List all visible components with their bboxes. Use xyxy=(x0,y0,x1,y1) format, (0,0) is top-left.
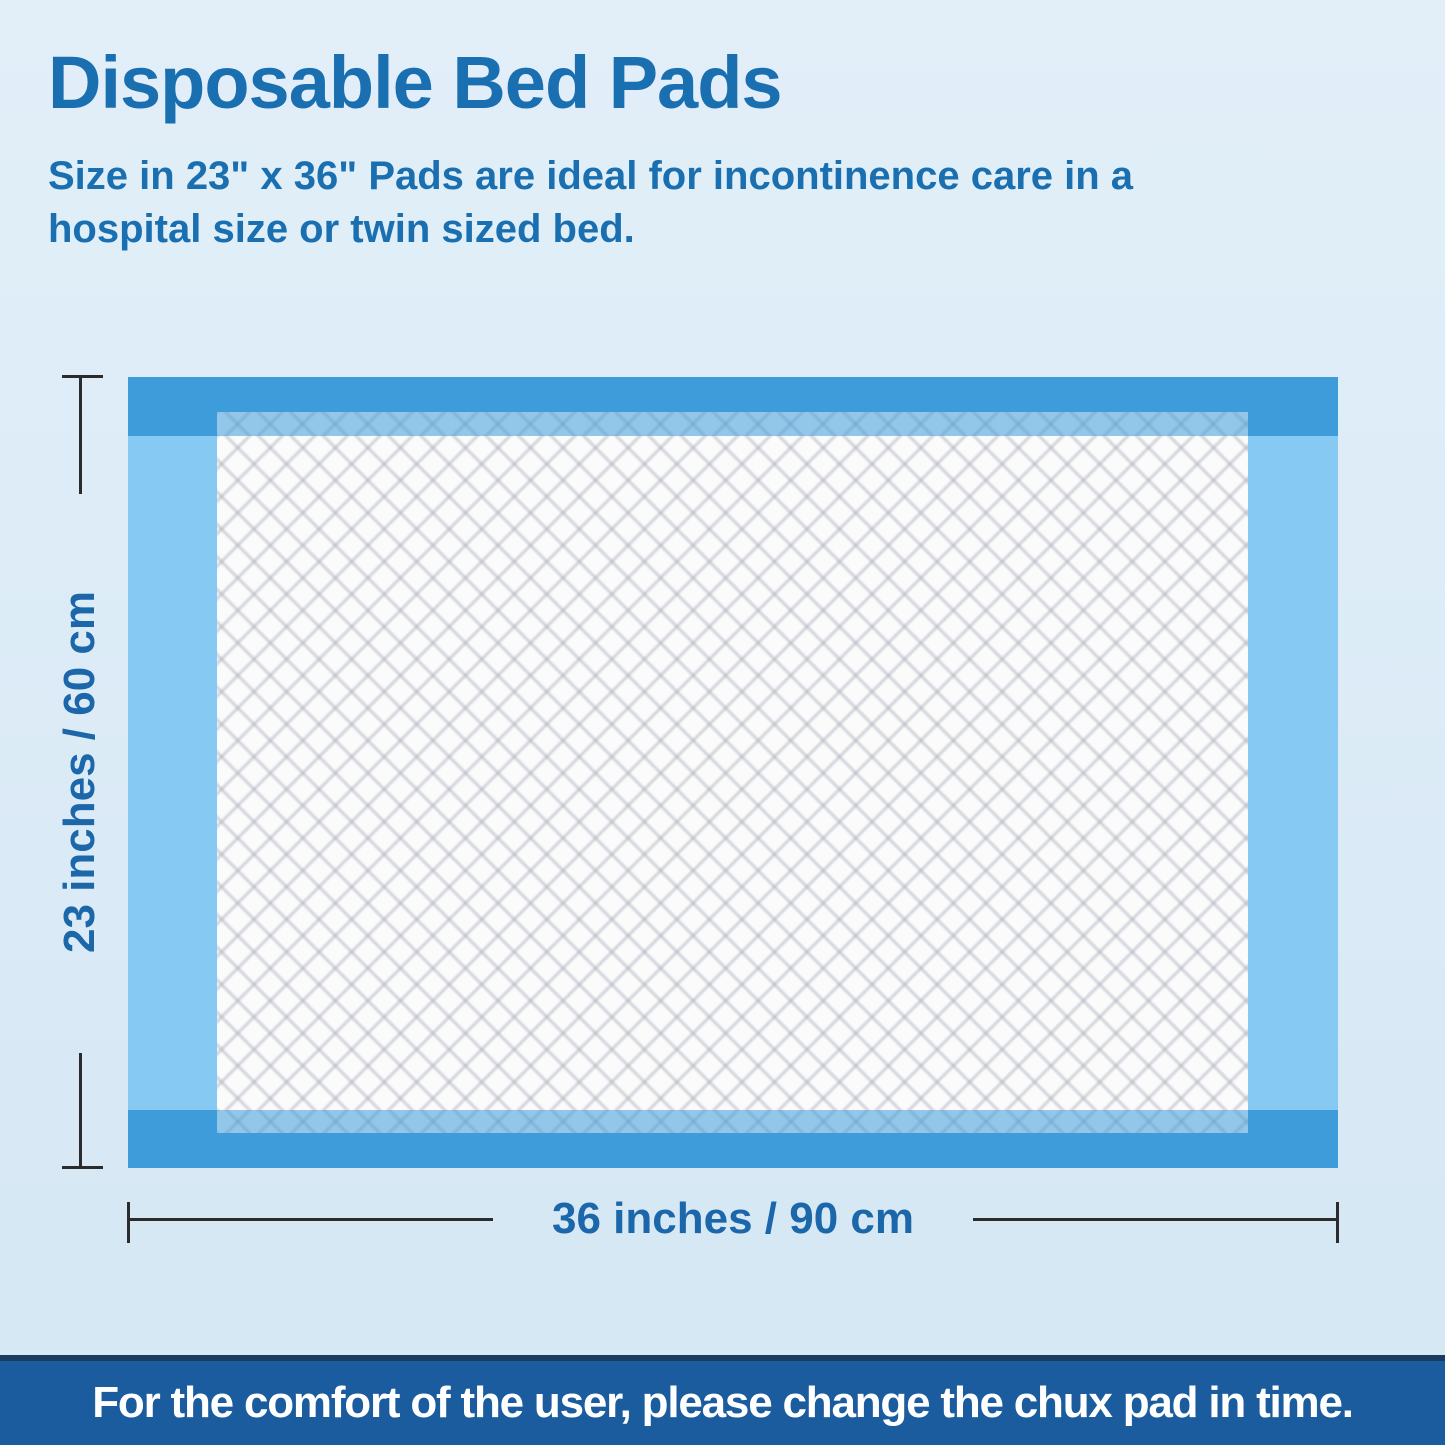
pad-bottom-border xyxy=(128,1110,1338,1168)
height-dimension-tick-top xyxy=(62,375,103,378)
pad-core-overlap-bottom xyxy=(217,1110,1248,1133)
height-dimension-tick-bottom xyxy=(62,1166,103,1169)
width-dimension-label: 36 inches / 90 cm xyxy=(552,1194,914,1243)
width-dimension-line-left xyxy=(128,1218,493,1221)
height-dimension-line-lower xyxy=(79,1053,82,1168)
width-dimension-line-right xyxy=(973,1218,1337,1221)
pad-top-border xyxy=(128,377,1338,436)
width-dimension-tick-right xyxy=(1336,1202,1339,1243)
pad-core-overlap-top xyxy=(217,412,1248,436)
width-dimension-tick-left xyxy=(127,1202,130,1243)
subtitle-line-1: Size in 23" x 36" Pads are ideal for inc… xyxy=(48,154,1134,198)
footer-message: For the comfort of the user, please chan… xyxy=(92,1378,1354,1427)
height-dimension-line-upper xyxy=(79,377,82,494)
height-dimension-label: 23 inches / 60 cm xyxy=(55,591,104,953)
page-subtitle: Size in 23" x 36" Pads are ideal for inc… xyxy=(48,150,1133,256)
bed-pad-illustration xyxy=(128,377,1338,1168)
footer-banner-top-edge xyxy=(0,1355,1445,1361)
page-title: Disposable Bed Pads xyxy=(48,41,783,124)
footer-banner: For the comfort of the user, please chan… xyxy=(0,1361,1445,1445)
subtitle-line-2: hospital size or twin sized bed. xyxy=(48,207,635,251)
pad-core-quilted-surface xyxy=(217,436,1248,1110)
pad-absorbent-core xyxy=(217,412,1248,1133)
